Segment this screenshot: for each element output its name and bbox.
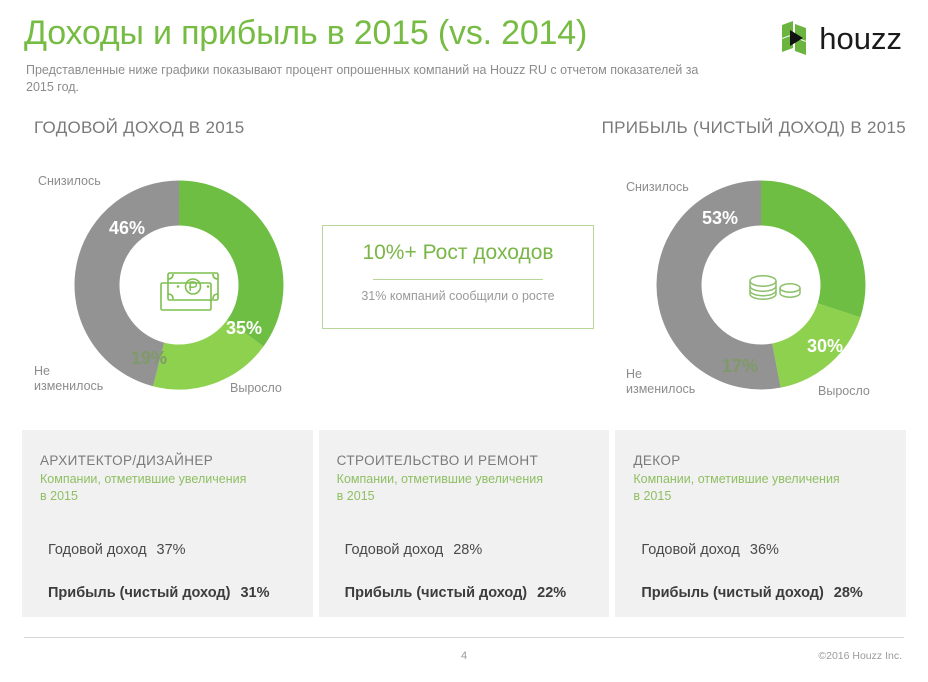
segment-metric-label: Годовой доход — [641, 542, 740, 558]
segment-metric-net-profit: Прибыль (чистый доход) 31% — [48, 585, 269, 601]
segment-title: ДЕКОР — [633, 453, 681, 468]
coin-stack-icon — [749, 275, 801, 300]
callout-subtitle: 31% компаний сообщили о росте — [361, 289, 555, 303]
donut-category-grew: Выросло — [230, 381, 282, 395]
segment-note: Компании, отметившие увеличения в 2015 — [336, 472, 544, 503]
segment-metric-value: 28% — [453, 542, 483, 558]
donut-category-declined: Снизилось — [626, 180, 689, 194]
segment-title: СТРОИТЕЛЬСТВО И РЕМОНТ — [336, 453, 539, 468]
segment-metric-annual-income: Годовой доход 28% — [345, 542, 483, 558]
segment-box-decor: ДЕКОР Компании, отметившие увеличения в … — [615, 430, 907, 617]
segment-metric-label: Прибыль (чистый доход) — [641, 585, 824, 601]
donut-label-unchanged-pct: 17% — [722, 356, 759, 376]
segment-metric-label: Прибыль (чистый доход) — [344, 585, 528, 601]
segment-note: Компании, отметившие увеличения в 2015 — [40, 472, 247, 503]
segment-metric-value: 36% — [749, 542, 779, 558]
segment-box-construction-renovation: СТРОИТЕЛЬСТВО И РЕМОНТ Компании, отметив… — [318, 430, 610, 617]
donut-category-grew: Выросло — [818, 384, 870, 398]
segment-metric-annual-income: Годовой доход 37% — [48, 542, 186, 558]
donut-label-grew-pct: 30% — [807, 336, 844, 356]
segment-metric-value: 37% — [156, 542, 186, 558]
banknote-ruble-icon — [160, 272, 219, 311]
page-header: Доходы и прибыль в 2015 (vs. 2014) Предс… — [0, 0, 928, 108]
donut-chart-net-profit: 53% 30% 17% Снизилось Не изменилось Вырос… — [612, 168, 912, 418]
segment-metric-net-profit: Прибыль (чистый доход) 22% — [345, 585, 566, 601]
section-heading-annual-income: ГОДОВОЙ ДОХОД В 2015 — [34, 118, 245, 137]
donut-chart-annual-income-svg — [74, 180, 284, 390]
houzz-logo-wordmark: houzz — [819, 20, 902, 56]
segment-metric-value: 28% — [833, 585, 863, 601]
footer-divider — [24, 637, 904, 638]
callout-box-income-growth: 10%+ Рост доходов 31% компаний сообщили … — [322, 225, 594, 329]
page-number: 4 — [460, 650, 468, 662]
donut-slice-declined — [74, 180, 284, 390]
donut-category-unchanged: Не изменилось — [34, 364, 104, 393]
segment-metric-label: Прибыль (чистый доход) — [48, 585, 231, 601]
donut-category-declined: Снизилось — [38, 174, 101, 188]
houzz-logo-mark-icon — [782, 21, 807, 55]
copyright-text: ©2016 Houzz Inc. — [818, 650, 902, 662]
segment-metric-net-profit: Прибыль (чистый доход) 28% — [641, 585, 862, 601]
segment-metric-annual-income: Годовой доход 36% — [641, 542, 779, 558]
callout-divider — [373, 279, 543, 280]
donut-label-unchanged-pct: 19% — [131, 348, 168, 368]
segment-box-architect-designer: АРХИТЕКТОР/ДИЗАЙНЕР Компании, отметившие… — [22, 430, 313, 617]
segment-note: Компании, отметившие увеличения в 2015 — [633, 472, 840, 503]
section-heading-net-profit: ПРИБЫЛЬ (ЧИСТЫЙ ДОХОД) В 2015 — [601, 118, 906, 137]
segment-boxes: АРХИТЕКТОР/ДИЗАЙНЕР Компании, отметившие… — [22, 430, 907, 617]
houzz-logo: houzz — [782, 18, 902, 58]
segment-metric-value: 31% — [240, 585, 270, 601]
segment-metric-value: 22% — [537, 585, 567, 601]
donut-chart-net-profit-svg — [656, 180, 866, 390]
donut-category-unchanged: Не изменилось — [626, 367, 696, 396]
donut-chart-annual-income: 46% 35% 19% Снизилось Не изменилось Вырос… — [30, 168, 330, 418]
donut-label-declined-pct: 46% — [109, 218, 146, 238]
segment-metric-label: Годовой доход — [344, 542, 444, 558]
segment-title: АРХИТЕКТОР/ДИЗАЙНЕР — [40, 453, 214, 468]
donut-label-grew-pct: 35% — [226, 318, 263, 338]
donut-label-declined-pct: 53% — [702, 208, 739, 228]
donut-slice-unchanged — [74, 180, 284, 390]
page-subtitle: Представленные ниже графики показывают п… — [26, 63, 699, 94]
callout-title: 10%+ Рост доходов — [362, 241, 554, 264]
page-title: Доходы и прибыль в 2015 (vs. 2014) — [24, 14, 588, 52]
segment-metric-label: Годовой доход — [48, 542, 147, 558]
